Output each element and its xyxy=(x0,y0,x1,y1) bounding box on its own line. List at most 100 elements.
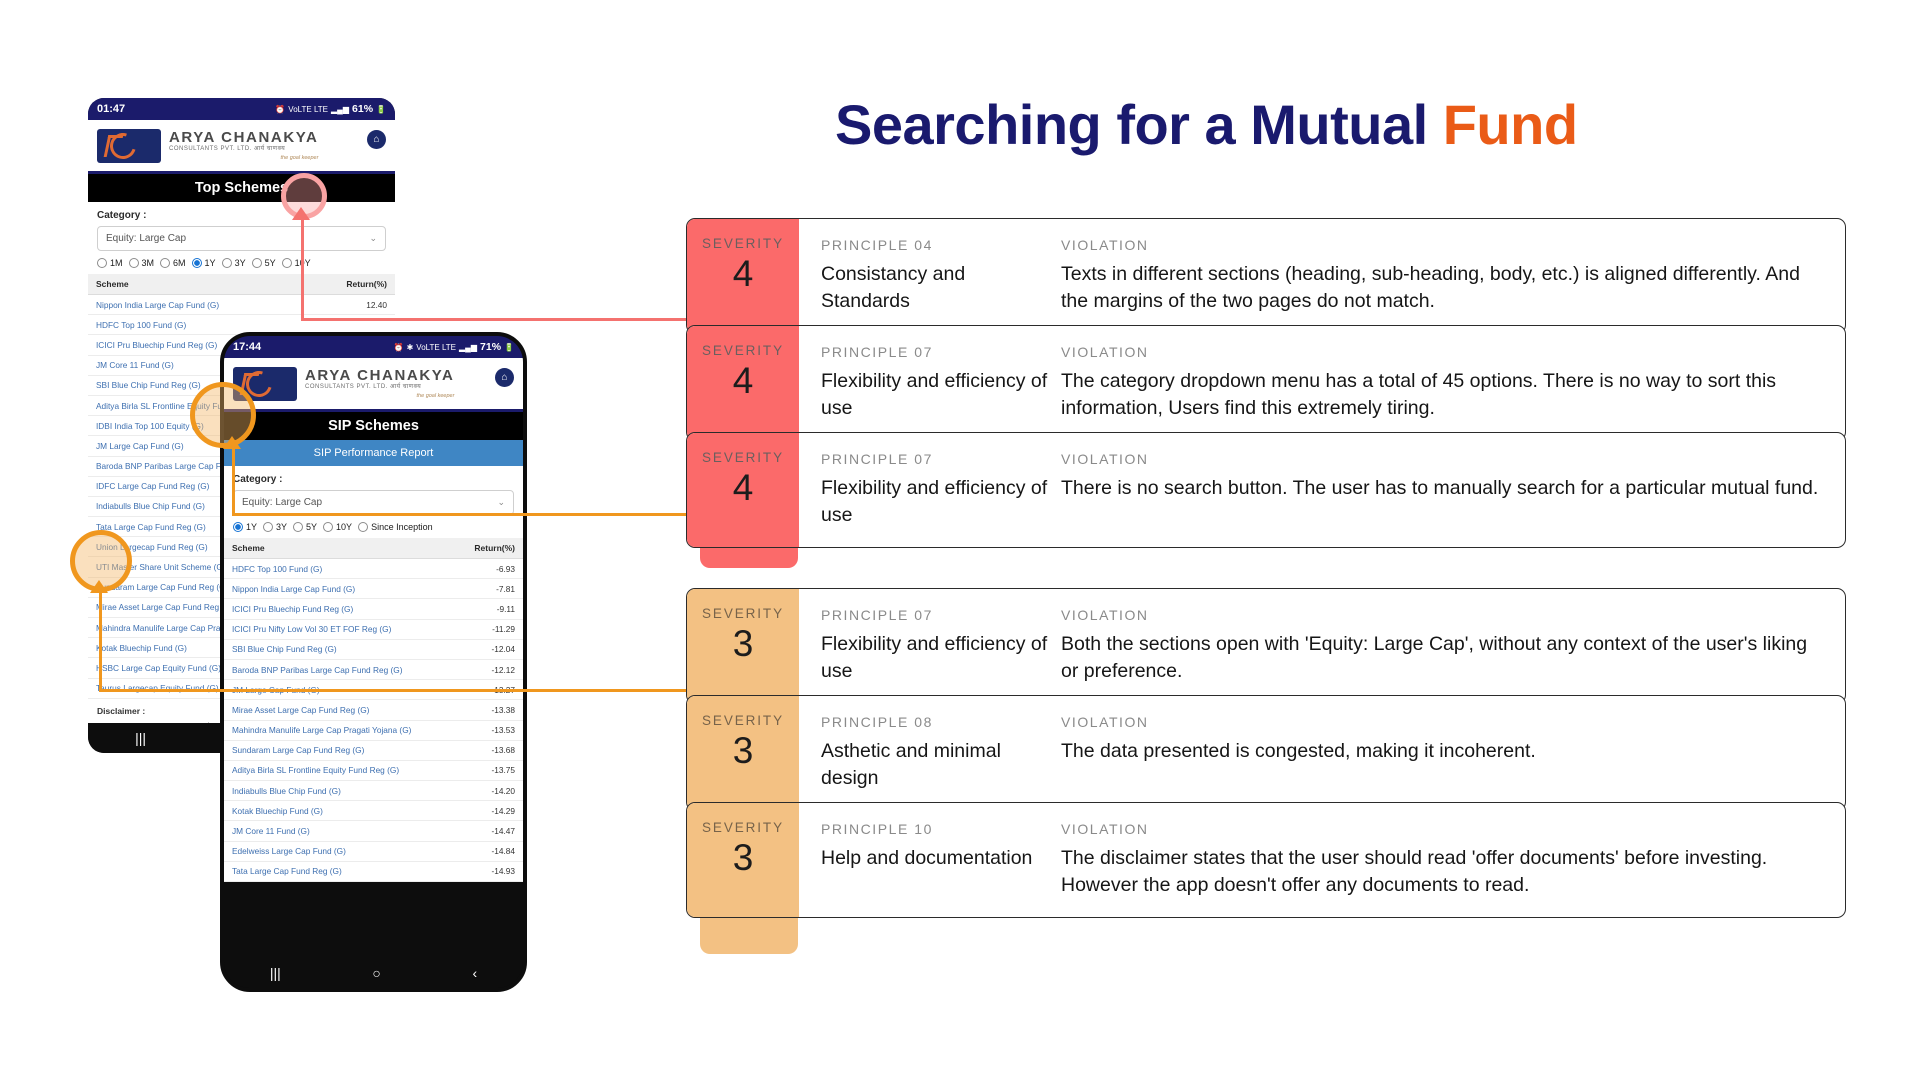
filter-panel-top: Category : Equity: Large Cap ⌄ 1M 3M 6M 1Y 3… xyxy=(88,202,395,274)
period-radio-10y[interactable]: 10Y xyxy=(281,258,311,268)
home-icon[interactable]: ⌂ xyxy=(495,368,514,387)
radio-dot-icon[interactable] xyxy=(251,258,262,268)
table-cell: -13.27 xyxy=(459,679,523,701)
radio-dot-icon[interactable] xyxy=(281,258,292,268)
radio-dot-icon[interactable] xyxy=(323,522,334,532)
principle-name: Help and documentation xyxy=(821,847,1033,869)
table-row[interactable]: Aditya Birla SL Frontline Equity Fund Re… xyxy=(224,760,523,782)
principle-kicker: PRINCIPLE 07 xyxy=(821,451,933,467)
violation-kicker: VIOLATION xyxy=(1061,607,1149,623)
home-nav-icon[interactable]: ○ xyxy=(372,965,381,981)
radio-dot-icon[interactable] xyxy=(233,522,243,532)
period-radio-1y[interactable]: 1Y xyxy=(191,258,216,268)
radio-dot-icon[interactable] xyxy=(263,522,274,532)
radio-dot-icon[interactable] xyxy=(160,258,171,268)
status-icons: ⏰ ✱ VoLTE LTE ▂▄▆ 71% 🔋 xyxy=(394,341,514,353)
recents-icon[interactable]: ||| xyxy=(135,730,147,746)
violation-card: SEVERITY 4 PRINCIPLE 04 Consistancy and Sta… xyxy=(686,218,1846,334)
period-radio-6m[interactable]: 6M xyxy=(160,258,186,268)
phone-mockup-sip-schemes: 17:44 ⏰ ✱ VoLTE LTE ▂▄▆ 71% 🔋 ARYA CHANA… xyxy=(220,332,527,992)
period-radio-3m[interactable]: 3M xyxy=(128,258,155,268)
brand-name: ARYA CHANAKYA xyxy=(169,128,319,146)
period-radio-1m[interactable]: 1M xyxy=(97,258,123,268)
principle-name: Flexibility and efficiency of use xyxy=(821,477,1048,526)
table-cell: Tata Large Cap Fund Reg (G) xyxy=(224,861,459,883)
violation-cell: VIOLATION Both the sections open with 'Eq… xyxy=(1061,589,1845,703)
chevron-down-icon[interactable]: ⌄ xyxy=(497,497,505,507)
period-radio-label: 3Y xyxy=(276,522,288,532)
table-row[interactable]: Sundaram Large Cap Fund Reg (G) -13.68 xyxy=(224,740,523,761)
radio-dot-icon[interactable] xyxy=(358,522,369,532)
radio-dot-icon[interactable] xyxy=(128,258,139,268)
severity-label: SEVERITY xyxy=(702,450,784,465)
period-radio-5y[interactable]: 5Y xyxy=(293,522,317,532)
severity-cell: SEVERITY 4 xyxy=(687,219,799,333)
home-icon[interactable]: ⌂ xyxy=(367,130,386,149)
table-cell: -14.84 xyxy=(459,841,523,862)
period-radio-label: 5Y xyxy=(264,258,276,268)
period-radio-since-inception[interactable]: Since Inception xyxy=(358,522,433,532)
principle-kicker: PRINCIPLE 08 xyxy=(821,714,933,730)
signal-icon: ▂▄▆ xyxy=(331,104,350,114)
severity-cell: SEVERITY 3 xyxy=(687,696,799,810)
violation-card: SEVERITY 4 PRINCIPLE 07 Flexibility and eff… xyxy=(686,432,1846,548)
table-row[interactable]: JM Core 11 Fund (G) -14.47 xyxy=(224,820,523,842)
violation-kicker: VIOLATION xyxy=(1061,714,1149,730)
period-radio-group-bottom[interactable]: 1Y 3Y 5Y 10Y Since Inception xyxy=(233,522,514,538)
back-icon[interactable]: ‹ xyxy=(472,965,478,981)
status-time: 01:47 xyxy=(97,103,126,115)
table-cell: -14.29 xyxy=(459,800,523,822)
radio-dot-icon[interactable] xyxy=(191,258,202,268)
table-row[interactable]: Nippon India Large Cap Fund (G) 12.40 xyxy=(88,294,395,316)
period-radio-label: 3M xyxy=(141,258,155,268)
battery-label: 61% xyxy=(352,103,374,115)
period-radio-3y[interactable]: 3Y xyxy=(221,258,246,268)
table-row[interactable]: Mirae Asset Large Cap Fund Reg (G) -13.38 xyxy=(224,699,523,721)
table-row[interactable]: Indiabulls Blue Chip Fund (G) -14.20 xyxy=(224,780,523,802)
table-row[interactable]: Edelweiss Large Cap Fund (G) -14.84 xyxy=(224,841,523,862)
table-row[interactable]: Baroda BNP Paribas Large Cap Fund Reg (G… xyxy=(224,659,523,681)
category-dropdown-top[interactable]: Equity: Large Cap ⌄ xyxy=(97,226,386,251)
table-row[interactable]: Mahindra Manulife Large Cap Pragati Yoja… xyxy=(224,720,523,741)
violation-card: SEVERITY 3 PRINCIPLE 10 Help and documentat… xyxy=(686,802,1846,918)
table-row[interactable]: JM Large Cap Fund (G) -13.27 xyxy=(224,679,523,701)
radio-dot-icon[interactable] xyxy=(97,258,107,268)
category-dropdown-bottom[interactable]: Equity: Large Cap ⌄ xyxy=(233,490,514,515)
table-row[interactable]: HDFC Top 100 Fund (G) -6.93 xyxy=(224,558,523,580)
period-radio-label: 1Y xyxy=(204,258,216,268)
period-radio-10y[interactable]: 10Y xyxy=(323,522,352,532)
period-radio-3y[interactable]: 3Y xyxy=(263,522,287,532)
chevron-down-icon[interactable]: ⌄ xyxy=(369,233,377,243)
period-radio-group-top[interactable]: 1M 3M 6M 1Y 3Y 5Y 10Y xyxy=(97,258,386,274)
table-cell: HDFC Top 100 Fund (G) xyxy=(224,558,459,580)
table-cell: JM Large Cap Fund (G) xyxy=(224,679,459,701)
screen-title-top: Top Schemes xyxy=(88,174,395,202)
period-radio-5y[interactable]: 5Y xyxy=(251,258,276,268)
table-header: Scheme xyxy=(224,538,459,559)
battery-icon: 🔋 xyxy=(376,104,386,114)
violation-kicker: VIOLATION xyxy=(1061,451,1149,467)
principle-cell: PRINCIPLE 08 Asthetic and minimal design xyxy=(799,696,1061,810)
signal-icon: ▂▄▆ xyxy=(459,342,478,352)
android-navbar-bottom[interactable]: ||| ○ ‹ xyxy=(224,958,523,988)
severity-label: SEVERITY xyxy=(702,820,784,835)
category-label-top: Category : xyxy=(97,210,147,221)
table-row[interactable]: SBI Blue Chip Fund Reg (G) -12.04 xyxy=(224,639,523,660)
table-row[interactable]: ICICI Pru Bluechip Fund Reg (G) -9.11 xyxy=(224,598,523,620)
brand-bar-bottom: ARYA CHANAKYA CONSULTANTS PVT. LTD. आर्य… xyxy=(224,358,523,412)
table-cell: Sundaram Large Cap Fund Reg (G) xyxy=(224,740,459,761)
principle-name: Asthetic and minimal design xyxy=(821,740,1001,789)
volte-icon: VoLTE LTE xyxy=(416,342,457,352)
recents-icon[interactable]: ||| xyxy=(269,965,281,981)
table-row[interactable]: Nippon India Large Cap Fund (G) -7.81 xyxy=(224,578,523,600)
table-row[interactable]: Tata Large Cap Fund Reg (G) -14.93 xyxy=(224,861,523,883)
table-row[interactable]: Kotak Bluechip Fund (G) -14.29 xyxy=(224,800,523,822)
table-cell: -14.93 xyxy=(459,861,523,883)
principle-cell: PRINCIPLE 07 Flexibility and efficiency o… xyxy=(799,433,1061,547)
radio-dot-icon[interactable] xyxy=(221,258,232,268)
battery-label: 71% xyxy=(480,341,502,353)
period-radio-1y[interactable]: 1Y xyxy=(233,522,257,532)
table-row[interactable]: ICICI Pru Nifty Low Vol 30 ET FOF Reg (G… xyxy=(224,619,523,640)
radio-dot-icon[interactable] xyxy=(293,522,304,532)
violation-cell: VIOLATION Texts in different sections (he… xyxy=(1061,219,1845,333)
